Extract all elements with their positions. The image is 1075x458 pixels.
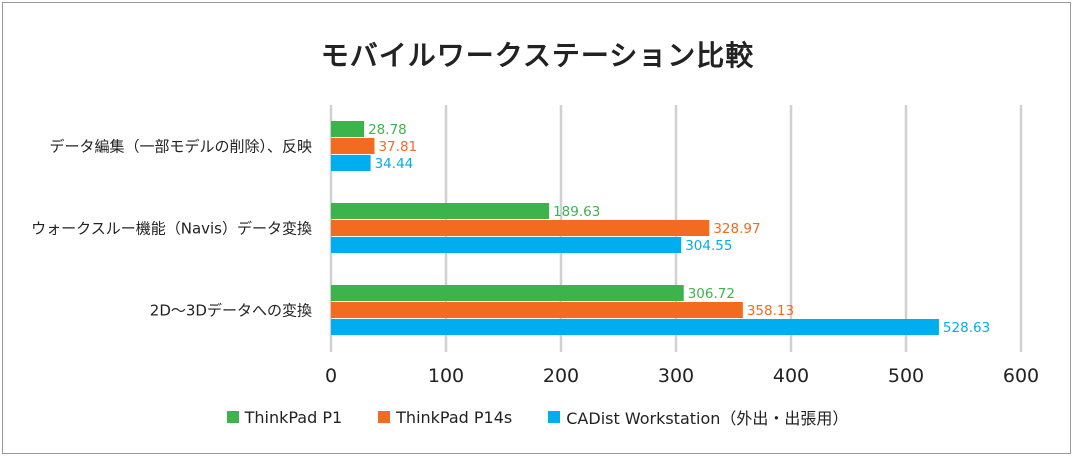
- legend-swatch-2: [548, 411, 561, 423]
- bar-series0-cat1: [331, 203, 550, 219]
- value-label-series0-cat1: 189.63: [553, 204, 600, 220]
- bar-series0-cat2: [331, 285, 684, 301]
- legend-label-2: CADist Workstation（外出・出張用）: [566, 409, 849, 428]
- value-label-series0-cat2: 306.72: [688, 286, 735, 302]
- chart-legend: ThinkPad P1 ThinkPad P14s CADist Workstati…: [0, 405, 1075, 429]
- category-label-1: ウォークスルー機能（Navis）データ変換: [31, 220, 312, 238]
- x-tick-label-400: 400: [773, 365, 809, 387]
- legend-item-0: ThinkPad P1: [226, 407, 343, 427]
- bar-series1-cat2: [331, 302, 743, 318]
- bar-series2-cat2: [331, 319, 939, 335]
- value-label-series2-cat1: 304.55: [685, 238, 732, 254]
- bar-series2-cat1: [331, 237, 682, 253]
- legend-item-1: ThinkPad P14s: [378, 408, 512, 427]
- legend-swatch-1: [378, 411, 391, 423]
- bar-series0-cat0: [331, 121, 365, 137]
- chart-title: モバイルワークステーション比較: [320, 39, 755, 72]
- category-label-0: データ編集（一部モデルの削除）、反映: [49, 138, 312, 156]
- x-tick-label-200: 200: [543, 365, 579, 387]
- value-label-series2-cat2: 528.63: [943, 320, 990, 336]
- legend-label-0: ThinkPad P1: [244, 407, 343, 427]
- bar-series2-cat0: [331, 155, 371, 171]
- x-tick-label-600: 600: [1003, 365, 1039, 387]
- x-tick-label-0: 0: [325, 365, 337, 387]
- bar-series1-cat0: [331, 138, 375, 154]
- value-label-series1-cat1: 328.97: [713, 221, 760, 237]
- value-label-series1-cat2: 358.13: [747, 303, 794, 319]
- category-label-2: 2D〜3Dデータへの変換: [150, 302, 312, 320]
- value-label-series1-cat0: 37.81: [378, 139, 417, 155]
- legend-item-2: CADist Workstation（外出・出張用）: [548, 405, 848, 429]
- value-label-series2-cat0: 34.44: [375, 156, 414, 172]
- legend-label-1: ThinkPad P14s: [396, 407, 513, 427]
- value-label-series0-cat0: 28.78: [368, 122, 407, 138]
- x-tick-label-300: 300: [658, 365, 694, 387]
- x-tick-label-100: 100: [428, 365, 464, 387]
- bar-series1-cat1: [331, 220, 710, 236]
- legend-swatch-0: [226, 411, 239, 423]
- x-tick-label-500: 500: [888, 365, 924, 387]
